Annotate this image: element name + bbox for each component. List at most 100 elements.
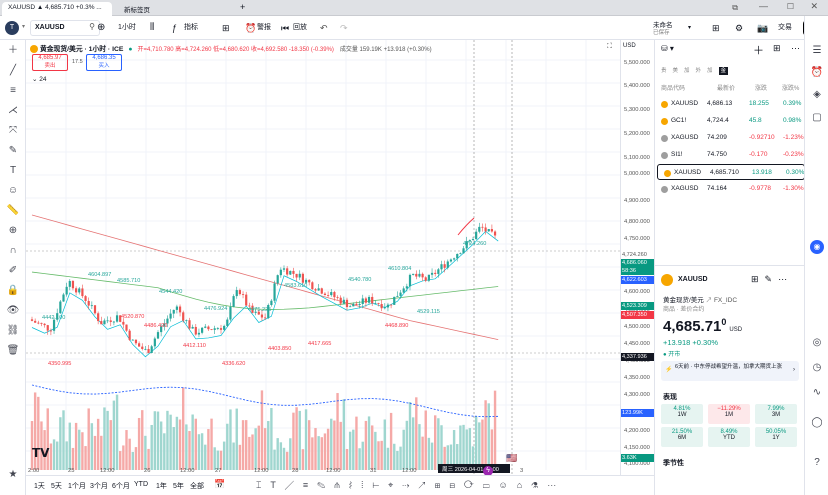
layouts-icon[interactable]: ⊞ (222, 23, 230, 33)
maximize-chart-icon[interactable]: ⛶ (607, 43, 612, 50)
lock-icon[interactable]: 🔒 (6, 285, 20, 296)
fib-icon[interactable]: ≡ (10, 85, 16, 96)
eye-icon[interactable]: 👁 (6, 305, 20, 316)
window-icon[interactable]: ⧉ (732, 3, 738, 12)
add-symbol-icon[interactable]: ＋ (753, 45, 764, 57)
col-change[interactable]: 涨跌 (755, 86, 768, 92)
watchlist-row[interactable]: SI1! 74.750 -0.170 -0.23% (655, 147, 804, 163)
range-3[interactable]: 3个月 (90, 483, 108, 490)
symbol-icon (661, 118, 668, 125)
watchlist-row[interactable]: XAUUSD 4,686.13 18.255 0.39% (655, 96, 804, 112)
performance-cell[interactable]: −11.29% 1M (708, 404, 750, 424)
chart-canvas[interactable]: 2:002512:002612:002712:002812:003112:002… (26, 40, 620, 475)
price-axis[interactable]: USD 5,500.000 5,400.000 5,300.000 5,200.000… (620, 40, 654, 475)
col-symbol[interactable]: 商品代码 (661, 86, 686, 92)
range-0[interactable]: 1天 (34, 483, 45, 490)
grid-icon[interactable]: ⊞ (773, 43, 781, 53)
trade-button[interactable]: 交易 (778, 24, 792, 31)
prediction-icon[interactable]: ⤧ (9, 125, 17, 136)
browser-tab-new[interactable]: 新标签页 (118, 2, 228, 16)
maximize-icon[interactable]: ☐ (786, 2, 794, 11)
watchlist-row[interactable]: XAUUSD 4,685.710 13.918 0.30% (657, 164, 804, 180)
text-icon[interactable]: T (9, 165, 17, 176)
lock-drawing-icon[interactable]: ✐ (8, 265, 18, 276)
layout-name[interactable]: 未命名 (653, 22, 673, 29)
minimize-icon[interactable]: — (759, 1, 768, 11)
watchlist-icon[interactable]: ⛁ ▾ (661, 44, 674, 53)
range-7[interactable]: 5年 (173, 483, 184, 490)
bulb-icon[interactable]: ◯ (811, 417, 823, 428)
filter-tabs[interactable]: 贵美加外加金 (661, 67, 729, 75)
interval-button[interactable]: 1小时 (118, 24, 136, 31)
watchlist-row[interactable]: XAGUSD 74.209 -0.92710 -1.23% (655, 130, 804, 146)
alerts-icon[interactable]: ⏰ (810, 67, 824, 78)
settings-icon[interactable]: ⚙ (735, 23, 744, 33)
close-icon[interactable]: ✕ (810, 1, 818, 11)
calendar-icon[interactable]: 📅 (214, 479, 226, 489)
performance-cell[interactable]: 21.50% 6M (661, 427, 703, 447)
watchlist-icon[interactable]: ☰ (812, 45, 822, 56)
volume-bar (213, 447, 216, 470)
pattern-icon[interactable]: ⋌ (8, 105, 18, 116)
performance-cell[interactable]: 8.49% YTD (708, 427, 750, 447)
new-tab-button[interactable]: + (240, 2, 246, 12)
collapse-indicators[interactable]: ⌄ 24 (32, 76, 47, 83)
trend-line-icon[interactable]: ╱ (9, 65, 17, 76)
emoji-icon[interactable]: ☺ (7, 185, 19, 196)
crosshair-icon[interactable]: ＋ (8, 45, 18, 56)
zoom-icon[interactable]: ⊕ (8, 225, 18, 236)
ruler-icon[interactable]: 📏 (6, 205, 20, 216)
grid-icon[interactable]: ⊞ (712, 23, 720, 33)
range-4[interactable]: 6个月 (112, 483, 130, 490)
performance-cell[interactable]: 50.05% 1Y (755, 427, 797, 447)
undo-icon[interactable]: ↶ (320, 23, 328, 33)
symbol-search[interactable]: XAUUSD ⚲ (30, 20, 100, 36)
browser-tab-active[interactable]: XAUUSD ▲ 4,685.710 +0.3% ... (2, 2, 112, 16)
chat-icon[interactable]: ▢ (812, 112, 822, 123)
drawing-quick-tools[interactable]: ⌶T╱≡✎⋔⌇⦙⊢⌖⇢↗⊞⊟⟳▭☺⌂⚗⋯ (256, 480, 566, 490)
performance-cell[interactable]: 7.99% 3M (755, 404, 797, 424)
range-6[interactable]: 1年 (156, 483, 167, 490)
replay-button[interactable]: 回放 (293, 24, 307, 31)
lightning-icon[interactable]: ϟ (483, 466, 493, 475)
volume-bar (487, 403, 490, 470)
candle-body (264, 317, 267, 319)
camera-icon[interactable]: 📷 (757, 23, 769, 33)
range-2[interactable]: 1个月 (68, 483, 86, 490)
detail-symbol[interactable]: XAUUSD (678, 276, 708, 283)
chart-pane[interactable]: 2:002512:002612:002712:002812:003112:002… (26, 40, 620, 475)
news-item[interactable]: ⚡ 6天前 · 中东停战希望升温，加拿大期货上涨 › (661, 361, 799, 381)
more-icon[interactable]: ⋯ (791, 43, 800, 53)
col-change-pct[interactable]: 涨跌% (782, 86, 800, 92)
indicators-button[interactable]: 指标 (184, 24, 198, 31)
detail-actions[interactable]: ⊞✎⋯ (751, 274, 794, 284)
brush-icon[interactable]: ✎ (8, 145, 18, 156)
watchlist-row[interactable]: GC1! 4,724.4 45.8 0.98% (655, 113, 804, 129)
watchlist-row[interactable]: XAGUSD 74.164 -0.9778 -1.30% (655, 181, 804, 197)
range-1[interactable]: 5天 (51, 483, 62, 490)
sell-button[interactable]: 4,685.97 卖出 (32, 54, 68, 71)
range-8[interactable]: 全部 (190, 483, 204, 490)
alerts-button[interactable]: 警报 (257, 24, 271, 31)
layers-icon[interactable]: ◈ (813, 89, 821, 100)
add-symbol-icon[interactable]: ⊕ (97, 22, 106, 33)
chevron-down-icon[interactable]: ▾ (688, 25, 692, 31)
col-last[interactable]: 最新价 (717, 86, 736, 92)
clock-icon[interactable]: ◷ (812, 362, 822, 373)
range-5[interactable]: YTD (134, 481, 148, 488)
pulse-icon[interactable]: ∿ (812, 387, 822, 398)
candle-type-icon[interactable]: ⫴ (150, 22, 155, 33)
calendar-icon[interactable]: ◉ (810, 240, 824, 254)
performance-cell[interactable]: 4.81% 1W (661, 404, 703, 424)
favorites-icon[interactable]: ★ (8, 469, 18, 480)
help-icon[interactable]: ? (814, 457, 820, 468)
target-icon[interactable]: ◎ (812, 337, 822, 348)
link-icon[interactable]: ⛓ (6, 325, 20, 336)
buy-button[interactable]: 4,686.35 买入 (86, 54, 122, 71)
avatar[interactable]: T (5, 21, 19, 35)
redo-icon[interactable]: ↷ (340, 23, 348, 33)
price-label: 4,150.000 (624, 445, 650, 451)
trash-icon[interactable]: 🗑 (6, 345, 20, 356)
chevron-down-icon[interactable]: ▾ (22, 24, 26, 30)
magnet-icon[interactable]: ∩ (9, 245, 17, 256)
